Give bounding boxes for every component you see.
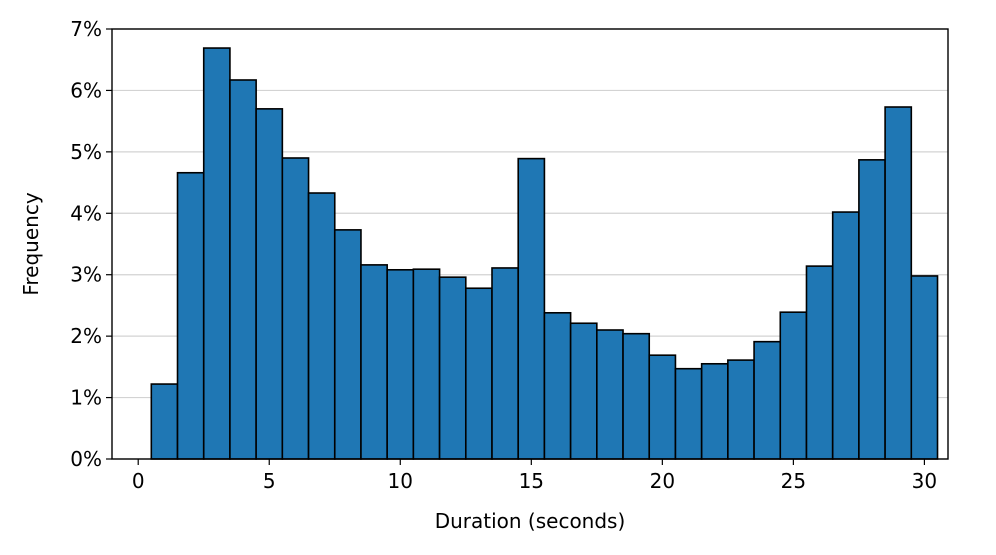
y-tick-label: 6% bbox=[70, 78, 102, 102]
y-tick-label: 7% bbox=[70, 17, 102, 41]
bar bbox=[805, 265, 834, 460]
x-tick-label: 15 bbox=[519, 469, 544, 493]
bar bbox=[281, 157, 310, 460]
x-axis-label: Duration (seconds) bbox=[435, 509, 626, 533]
bar bbox=[779, 311, 808, 460]
bar bbox=[464, 287, 493, 460]
bar bbox=[753, 340, 782, 460]
bar bbox=[543, 311, 572, 460]
x-tick-label: 0 bbox=[132, 469, 145, 493]
bar bbox=[438, 276, 467, 460]
plot-frame bbox=[111, 28, 949, 460]
bar bbox=[229, 79, 257, 460]
bar bbox=[150, 383, 179, 460]
bar bbox=[884, 106, 913, 460]
bar bbox=[333, 229, 362, 460]
bar bbox=[858, 159, 886, 460]
y-axis-label: Frequency bbox=[19, 192, 43, 295]
bar bbox=[202, 47, 231, 460]
y-tick-label: 3% bbox=[70, 263, 102, 287]
bar bbox=[569, 322, 598, 460]
bar bbox=[255, 108, 284, 460]
bar bbox=[674, 367, 703, 460]
y-tick-label: 5% bbox=[70, 140, 102, 164]
bar bbox=[307, 192, 336, 460]
bar bbox=[727, 359, 755, 460]
bar bbox=[910, 275, 939, 460]
x-tick-label: 10 bbox=[388, 469, 413, 493]
bar bbox=[700, 362, 729, 460]
y-tick-label: 1% bbox=[70, 386, 102, 410]
bar bbox=[412, 268, 441, 460]
bar bbox=[831, 211, 860, 460]
bar bbox=[517, 157, 546, 460]
x-tick-label: 25 bbox=[781, 469, 806, 493]
bar bbox=[622, 332, 651, 460]
x-tick-label: 20 bbox=[650, 469, 675, 493]
bar bbox=[596, 329, 624, 460]
bar bbox=[360, 264, 388, 460]
bar bbox=[386, 268, 415, 460]
x-tick-label: 5 bbox=[263, 469, 276, 493]
bar bbox=[491, 267, 520, 460]
y-tick-label: 0% bbox=[70, 447, 102, 471]
y-tick-label: 4% bbox=[70, 201, 102, 225]
bar bbox=[176, 171, 205, 460]
y-tick-label: 2% bbox=[70, 324, 102, 348]
bar bbox=[648, 354, 677, 460]
x-tick-label: 30 bbox=[912, 469, 937, 493]
